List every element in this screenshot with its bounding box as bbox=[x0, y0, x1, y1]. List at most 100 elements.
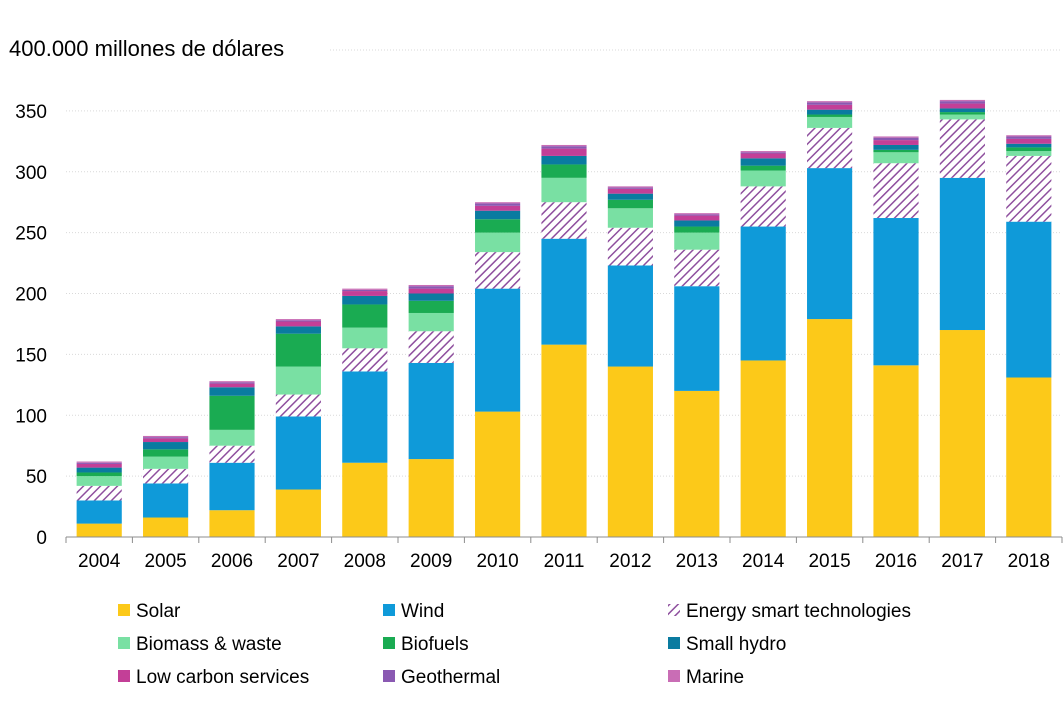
bar-segment bbox=[408, 362, 454, 460]
bar-segment bbox=[807, 114, 853, 117]
y-tick-label: 100 bbox=[15, 406, 47, 427]
bar-segment bbox=[143, 435, 189, 438]
bar-segment bbox=[408, 284, 454, 287]
bar-segment bbox=[275, 489, 321, 537]
bar-segment bbox=[209, 462, 255, 511]
bar-segment bbox=[475, 288, 521, 412]
legend-label: Wind bbox=[401, 601, 444, 622]
chart-title: 400.000 millones de dólares bbox=[9, 36, 284, 61]
bar-segment bbox=[475, 411, 521, 537]
bar-segment bbox=[674, 232, 720, 250]
bar-segment bbox=[607, 187, 653, 189]
x-tick-label: 2006 bbox=[211, 551, 253, 572]
bar-segment bbox=[143, 456, 189, 469]
legend-label: Low carbon services bbox=[136, 667, 309, 688]
bar-segment bbox=[807, 127, 853, 169]
bar-segment bbox=[740, 360, 786, 537]
y-tick-label: 150 bbox=[15, 345, 47, 366]
bar-segment bbox=[209, 383, 255, 388]
bar-segment bbox=[873, 136, 919, 138]
bar-segment bbox=[1006, 136, 1052, 139]
x-tick-label: 2010 bbox=[476, 551, 518, 572]
legend-swatch bbox=[383, 637, 395, 649]
bar-segment bbox=[541, 344, 587, 537]
bar-segment bbox=[475, 252, 521, 289]
y-tick-label: 0 bbox=[36, 528, 47, 549]
bar-segment bbox=[342, 371, 388, 463]
bar-segment bbox=[1006, 138, 1052, 144]
bar-segment bbox=[342, 288, 388, 290]
bar-segment bbox=[76, 500, 122, 524]
bar-segment bbox=[1006, 221, 1052, 378]
bar-segment bbox=[674, 215, 720, 221]
bar-segment bbox=[209, 381, 255, 383]
bar-segment bbox=[209, 382, 255, 384]
bar-segment bbox=[475, 203, 521, 206]
bar-segment bbox=[607, 227, 653, 266]
legend-label: Energy smart technologies bbox=[686, 601, 911, 622]
legend-swatch bbox=[668, 637, 680, 649]
bar-segment bbox=[475, 219, 521, 233]
legend-swatch bbox=[668, 670, 680, 682]
y-tick-label: 250 bbox=[15, 224, 47, 245]
bar-segment bbox=[607, 186, 653, 188]
bar-segment bbox=[939, 119, 985, 178]
bar-segment bbox=[342, 327, 388, 349]
bar-segment bbox=[607, 366, 653, 537]
bar-segment bbox=[873, 144, 919, 150]
bar-segment bbox=[807, 116, 853, 128]
y-tick-label: 200 bbox=[15, 285, 47, 306]
bar-segment bbox=[873, 163, 919, 219]
bar-segment bbox=[807, 109, 853, 115]
bar-segment bbox=[674, 286, 720, 391]
legend-swatch bbox=[118, 604, 130, 616]
x-tick-label: 2018 bbox=[1008, 551, 1050, 572]
bar-segment bbox=[939, 112, 985, 115]
bar-segment bbox=[873, 152, 919, 164]
bar-segment bbox=[807, 104, 853, 110]
bar-segment bbox=[541, 148, 587, 156]
bar-segment bbox=[408, 312, 454, 332]
x-tick-label: 2007 bbox=[277, 551, 319, 572]
bar-segment bbox=[607, 199, 653, 209]
bar-segment bbox=[607, 265, 653, 367]
bar-segment bbox=[475, 205, 521, 211]
bar-segment bbox=[740, 170, 786, 187]
bars bbox=[76, 99, 1052, 537]
y-tick-label: 50 bbox=[26, 467, 47, 488]
bar-segment bbox=[939, 103, 985, 109]
bar-segment bbox=[807, 168, 853, 320]
bar-segment bbox=[674, 214, 720, 216]
bar-segment bbox=[607, 208, 653, 228]
bar-segment bbox=[740, 153, 786, 159]
bar-segment bbox=[740, 226, 786, 361]
bar-segment bbox=[76, 485, 122, 501]
bar-segment bbox=[143, 483, 189, 518]
bar-segment bbox=[275, 394, 321, 417]
bar-segment bbox=[275, 416, 321, 490]
x-tick-label: 2011 bbox=[544, 551, 585, 572]
legend-label: Small hydro bbox=[686, 634, 786, 655]
bar-segment bbox=[1006, 151, 1052, 156]
bar-segment bbox=[674, 226, 720, 233]
bar-segment bbox=[408, 300, 454, 313]
bar-segment bbox=[76, 472, 122, 477]
bar-segment bbox=[143, 517, 189, 537]
bar-segment bbox=[541, 146, 587, 149]
legend-swatch bbox=[383, 604, 395, 616]
bar-segment bbox=[1006, 143, 1052, 148]
legend-swatch bbox=[668, 604, 680, 616]
bar-segment bbox=[740, 165, 786, 171]
bar-segment bbox=[939, 108, 985, 113]
bar-segment bbox=[939, 177, 985, 331]
x-tick-label: 2015 bbox=[808, 551, 850, 572]
bar-segment bbox=[740, 158, 786, 166]
legend-swatch bbox=[118, 670, 130, 682]
bar-segment bbox=[541, 177, 587, 203]
bar-segment bbox=[541, 238, 587, 345]
bar-segment bbox=[275, 321, 321, 327]
bar-segment bbox=[76, 461, 122, 463]
bar-segment bbox=[475, 232, 521, 253]
